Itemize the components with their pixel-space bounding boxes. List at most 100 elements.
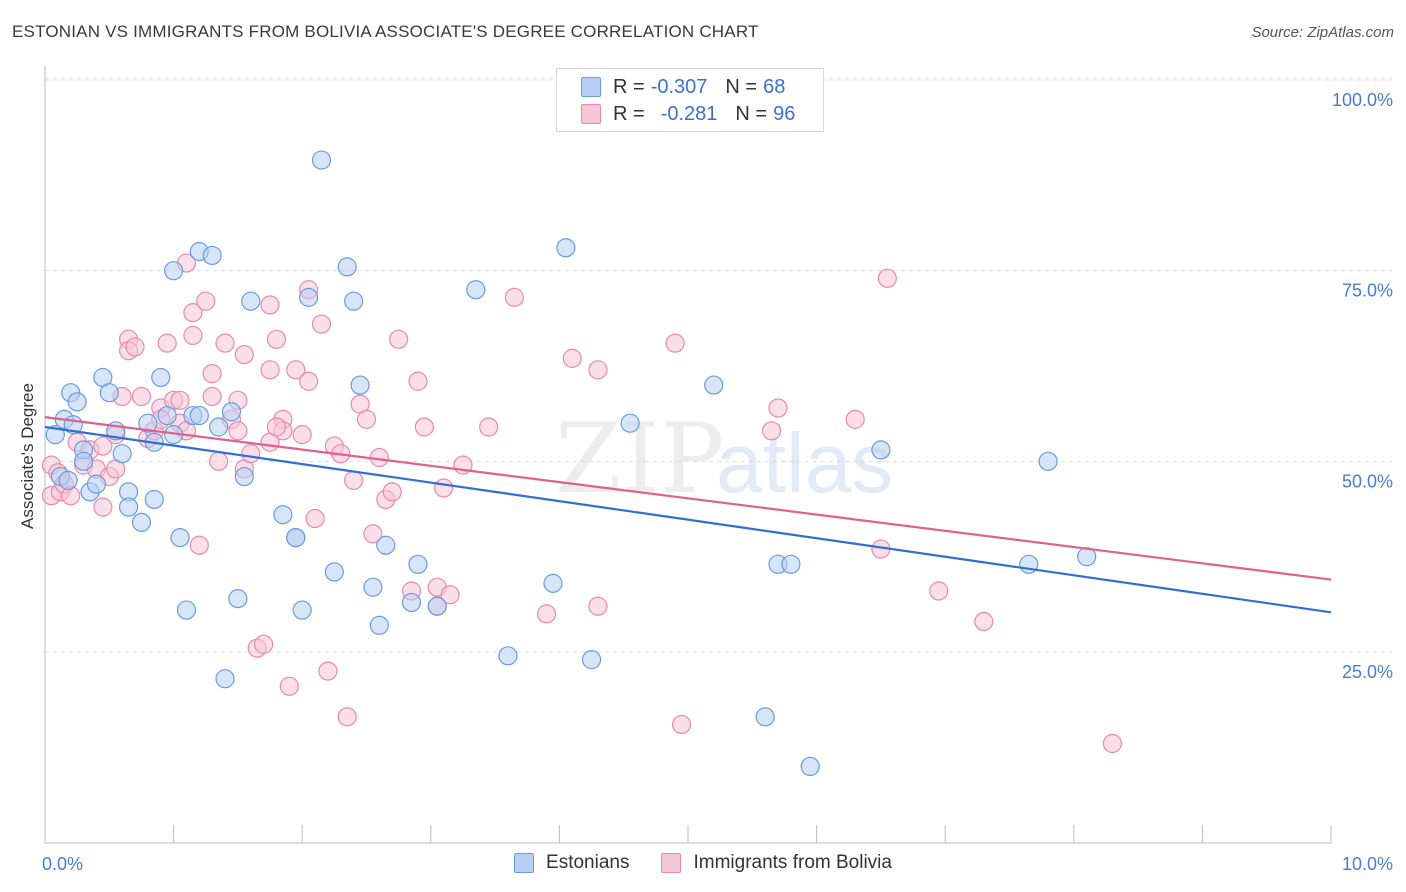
y-tick-label: 100.0% [1332,90,1393,110]
bolivia-point [562,348,582,368]
estonian-point [215,669,235,689]
legend-n-value: 68 [763,75,786,98]
bolivia-point [929,581,949,601]
estonian-point [311,150,332,170]
estonian-point [299,287,319,307]
estonian-point [466,280,486,300]
bolivia-point [588,360,608,380]
bolivia-point [344,470,364,490]
bolivia-point [183,303,203,323]
y-tick-label: 25.0% [1342,662,1393,682]
watermark-atlas: atlas [716,416,893,510]
estonian-point [344,291,364,311]
estonian-point [408,554,428,574]
bolivia-point [974,611,994,632]
bolivia-point [318,661,338,681]
legend-swatch-blue [514,853,535,873]
bolivia-point [356,409,377,429]
correlation-legend: R = -0.307 N = 68 R = -0.281 N = 96 [556,68,824,132]
estonian-point [292,600,312,620]
estonian-point [800,756,820,777]
estonian-point [221,402,242,422]
bolivia-point [665,333,685,353]
series-legend: Estonians Immigrants from Bolivia [0,852,1406,874]
bolivia-point [93,497,113,517]
legend-r-value: -0.281 [660,102,718,125]
bolivia-point [1102,733,1122,754]
estonian-point [704,375,724,395]
legend-label-bolivia: Immigrants from Bolivia [693,852,892,873]
bolivia-point [382,482,402,502]
estonian-point [781,554,801,574]
estonian-point [99,383,119,403]
legend-n-value: 96 [773,102,796,125]
watermark-zip: ZIP [555,403,724,515]
y-tick-label: 75.0% [1342,281,1393,301]
bolivia-point [202,364,222,384]
bolivia-point [266,417,287,437]
bolivia-point [196,291,216,311]
estonian-point [151,367,171,388]
estonian-points [45,150,1097,777]
bolivia-point [299,371,319,391]
estonian-point [170,527,190,548]
watermark: ZIP atlas [555,403,893,515]
bolivia-point [292,425,312,445]
trend-lines [44,416,1332,614]
legend-item-bolivia: Immigrants from Bolivia [661,852,892,874]
bolivia-point [266,329,287,349]
bolivia-point [279,676,299,696]
estonian-point [164,261,184,281]
chart-title: ESTONIAN VS IMMIGRANTS FROM BOLIVIA ASSO… [12,22,759,41]
chart-source: Source: ZipAtlas.com [1251,24,1394,41]
estonian-point [427,596,447,616]
legend-n-label: N = [735,102,768,125]
bolivia-point [671,714,692,735]
axes [44,66,1332,844]
estonian-point [369,615,389,635]
bolivia-point [131,386,152,407]
estonian-point [241,291,261,311]
estonian-point [324,562,344,582]
bolivia-point [588,596,608,616]
bolivia-point [260,360,280,380]
estonian-point [234,466,254,487]
bolivia-point [363,524,383,544]
bolivia-point [845,409,865,429]
legend-item-estonians: Estonians [514,852,629,874]
bolivia-point [761,421,782,441]
bolivia-point [408,371,428,391]
legend-r-label: R = [613,75,645,98]
estonian-point [871,440,891,460]
estonian-point [273,505,293,525]
legend-swatch-pink [581,104,601,124]
estonian-point [620,413,640,433]
estonian-point [138,413,158,433]
bolivia-point [536,604,557,624]
estonian-point [286,527,306,548]
estonian-point [176,600,197,620]
estonian-point [228,589,248,609]
y-tick-label: 50.0% [1342,471,1393,491]
estonian-point [1038,451,1058,471]
bolivia-point [260,295,280,315]
tick-labels: 25.0% 50.0% 75.0% 100.0% 0.0% 10.0% [42,90,1393,874]
bolivia-point [305,508,325,529]
bolivia-point [209,451,229,471]
bolivia-point [414,417,434,437]
bolivia-point [286,360,306,380]
bolivia-point [389,329,409,349]
estonian-trend-line [44,425,1332,614]
bolivia-point [768,398,788,418]
bolivia-point [183,325,203,346]
estonian-point [67,392,87,412]
estonian-point [498,646,518,666]
bolivia-point [93,436,113,456]
bolivia-point [189,535,209,555]
bolivia-point [440,585,460,605]
legend-swatch-blue [581,77,601,97]
bolivia-point [254,634,274,654]
estonian-point [144,489,164,510]
estonian-point [86,474,107,494]
